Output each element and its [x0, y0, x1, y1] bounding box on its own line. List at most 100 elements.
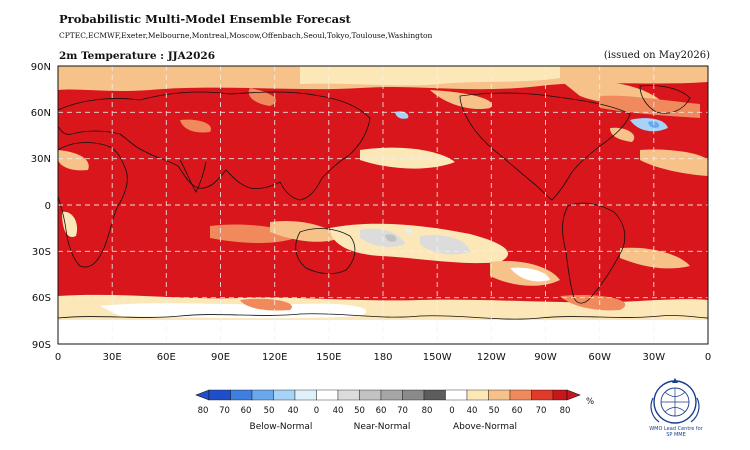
colorbar-below-40	[294, 389, 317, 401]
wmo-caption-line2: SP MME	[666, 432, 686, 438]
colorbar-above-60	[509, 389, 532, 401]
lat-label-60s: 60S	[32, 293, 51, 304]
bering-patch	[430, 90, 492, 110]
colorbar-above-50	[488, 389, 511, 401]
lon-label-0-east: 0	[705, 352, 711, 363]
cb-label-above-50: 50	[489, 406, 500, 416]
lon-label-90w: 90W	[534, 352, 557, 363]
lat-label-90n: 90N	[31, 62, 51, 73]
australia-coast	[295, 228, 356, 274]
colorbar-above-tip	[566, 389, 581, 401]
southern-ocean-white	[100, 303, 367, 319]
sahara-patch	[58, 150, 89, 171]
lat-label-30s: 30S	[32, 247, 51, 258]
lon-label-30e: 30E	[103, 352, 122, 363]
colorbar-near-40	[337, 389, 360, 401]
wmo-logo-laurels	[650, 397, 700, 423]
lon-label-180: 180	[373, 352, 392, 363]
near-normal-patch-west	[360, 228, 405, 247]
indian-subcontinent-coast	[179, 159, 207, 193]
southeast-pacific-white	[510, 267, 550, 282]
antarctica-coast	[58, 313, 708, 320]
colorbar: % 80 70 60 50 40 0 40 50 60 70 80 0 40 5…	[195, 389, 594, 432]
north-pacific-pale-blob	[360, 147, 455, 169]
colorbar-below-60	[251, 389, 274, 401]
atlantic-orange-patch	[610, 127, 635, 142]
colorbar-above-40	[466, 389, 489, 401]
cb-label-above-40: 40	[467, 406, 478, 416]
cb-label-near-0: 0	[314, 406, 319, 416]
contributing-centres: CPTEC,ECMWF,Exeter,Melbourne,Montreal,Mo…	[59, 31, 433, 40]
colorbar-near-50	[359, 389, 382, 401]
wmo-logo-star	[672, 378, 678, 383]
cb-label-near-80: 80	[422, 406, 433, 416]
near-normal-patch-east	[420, 234, 470, 255]
lat-label-eq: 0	[45, 201, 51, 212]
east-atlantic-patch	[640, 149, 708, 176]
australia-north-patch	[270, 220, 340, 242]
category-above-normal: Above-Normal	[453, 422, 517, 432]
wmo-logo-icon	[650, 378, 700, 424]
below-normal-speck	[405, 228, 413, 234]
north-america-coast	[459, 92, 631, 201]
colorbar-above-80	[552, 389, 568, 401]
cb-label-below-40: 40	[288, 406, 299, 416]
colorbar-below-70	[230, 389, 253, 401]
africa-coast	[58, 142, 128, 268]
cb-label-below-50: 50	[264, 406, 275, 416]
latitude-labels: 90N 60N 30N 0 30S 60S 90S	[31, 62, 51, 351]
category-below-normal: Below-Normal	[250, 422, 313, 432]
forecast-title: Probabilistic Multi-Model Ensemble Forec…	[59, 12, 351, 26]
colorbar-near-0	[316, 389, 339, 401]
lon-label-60e: 60E	[157, 352, 176, 363]
lon-label-150w: 150W	[423, 352, 452, 363]
eurasia-coast	[58, 91, 371, 201]
southern-ocean-orange-b	[560, 294, 626, 311]
cb-label-near-50: 50	[354, 406, 365, 416]
lat-label-90s: 90S	[32, 340, 51, 351]
lon-label-0-west: 0	[55, 352, 61, 363]
map-title: 2m Temperature : JJA2026	[59, 50, 216, 62]
cb-label-above-60: 60	[512, 406, 523, 416]
colorbar-near-80	[423, 389, 446, 401]
lat-label-30n: 30N	[31, 154, 51, 165]
longitude-labels: 0 30E 60E 90E 120E 150E 180 150W 120W 90…	[55, 352, 711, 363]
coastlines	[58, 85, 708, 320]
map-frame	[57, 65, 709, 345]
graticule	[58, 66, 708, 344]
arctic-pale-band	[300, 66, 560, 86]
near-normal-core	[385, 234, 397, 242]
cb-label-below-70: 70	[219, 406, 230, 416]
cb-label-near-70: 70	[397, 406, 408, 416]
wmo-logo-globe-lines	[661, 388, 689, 416]
greenland-coast	[639, 85, 691, 114]
colorbar-below-tip	[195, 389, 210, 401]
south-atlantic-patch	[620, 247, 690, 269]
north-pacific-blue-patch	[395, 111, 409, 119]
colorbar-near-60	[380, 389, 403, 401]
lon-label-30w: 30W	[642, 352, 665, 363]
southern-ocean-orange-a	[240, 298, 292, 311]
cb-label-below-60: 60	[241, 406, 252, 416]
wmo-logo-caption: WMO Lead Centre for SP MME	[636, 426, 716, 438]
cb-label-above-80: 80	[560, 406, 571, 416]
cb-label-near-60: 60	[376, 406, 387, 416]
colorbar-below-50	[273, 389, 296, 401]
cb-label-near-40: 40	[333, 406, 344, 416]
lon-label-120w: 120W	[477, 352, 506, 363]
cb-label-above-70: 70	[536, 406, 547, 416]
issued-date: (issued on May2026)	[603, 50, 710, 61]
colorbar-above-0	[445, 389, 468, 401]
lon-label-90e: 90E	[211, 352, 230, 363]
lon-label-120e: 120E	[262, 352, 287, 363]
colorbar-unit: %	[586, 397, 594, 407]
cb-label-below-80: 80	[198, 406, 209, 416]
lat-label-60n: 60N	[31, 108, 51, 119]
wmo-caption-line1: WMO Lead Centre for	[649, 426, 703, 432]
colorbar-above-70	[531, 389, 554, 401]
lon-label-150e: 150E	[316, 352, 341, 363]
cb-label-above-0: 0	[449, 406, 454, 416]
south-america-coast	[562, 202, 626, 304]
colorbar-near-70	[402, 389, 425, 401]
